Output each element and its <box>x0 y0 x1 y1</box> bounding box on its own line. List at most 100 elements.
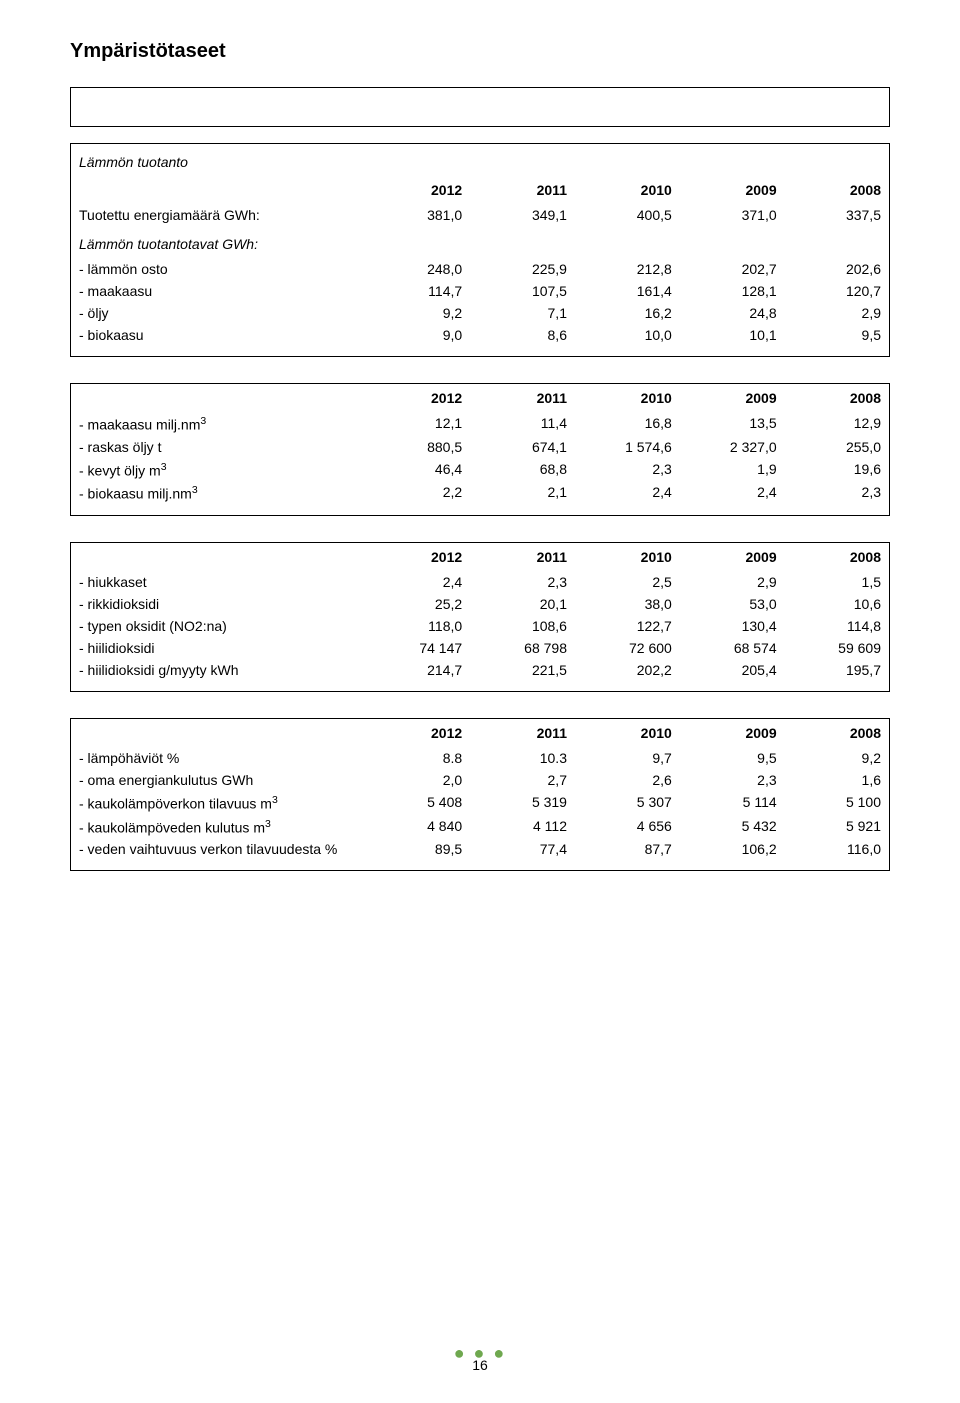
table-row: - kevyt öljy m346,468,82,31,919,6 <box>71 458 890 482</box>
cell: 212,8 <box>575 258 680 280</box>
cell: 108,6 <box>470 615 575 637</box>
cell: 59 609 <box>785 637 890 659</box>
year-header-row: 2012 2011 2010 2009 2008 <box>71 384 890 413</box>
section-label: Lämmön tuotantotavat GWh: <box>71 226 890 258</box>
year-col: 2012 <box>365 542 470 571</box>
cell: 68 574 <box>680 637 785 659</box>
cell: 202,2 <box>575 659 680 681</box>
cell: 114,8 <box>785 615 890 637</box>
blank-header-box <box>70 87 890 127</box>
cell: 9,5 <box>785 324 890 346</box>
year-col: 2009 <box>680 384 785 413</box>
row-label: - kaukolämpöverkon tilavuus m3 <box>71 791 366 815</box>
cell: 9,2 <box>785 747 890 769</box>
header-blank <box>71 176 366 204</box>
cell: 2,3 <box>785 481 890 505</box>
year-col: 2008 <box>785 384 890 413</box>
table-heat-production: Lämmön tuotanto 2012 2011 2010 2009 2008… <box>70 143 890 357</box>
cell: 5 921 <box>785 815 890 839</box>
year-col: 2012 <box>365 176 470 204</box>
cell: 381,0 <box>365 204 470 226</box>
row-label: - hiukkaset <box>71 571 366 593</box>
cell: 10.3 <box>470 747 575 769</box>
table-row: - hiukkaset2,42,32,52,91,5 <box>71 571 890 593</box>
row-label: - hiilidioksidi g/myyty kWh <box>71 659 366 681</box>
cell: 38,0 <box>575 593 680 615</box>
table-row: - öljy9,27,116,224,82,9 <box>71 302 890 324</box>
cell: 16,2 <box>575 302 680 324</box>
cell: 880,5 <box>365 436 470 458</box>
cell: 2,5 <box>575 571 680 593</box>
cell: 114,7 <box>365 280 470 302</box>
row-label: - rikkidioksidi <box>71 593 366 615</box>
cell: 8,6 <box>470 324 575 346</box>
table-emissions: 2012 2011 2010 2009 2008 - hiukkaset2,42… <box>70 542 890 692</box>
row-label: - hiilidioksidi <box>71 637 366 659</box>
table-row: - veden vaihtuvuus verkon tilavuudesta %… <box>71 838 890 860</box>
header-blank <box>71 384 366 413</box>
cell: 19,6 <box>785 458 890 482</box>
cell: 221,5 <box>470 659 575 681</box>
section-label: Lämmön tuotanto <box>71 144 890 177</box>
page-footer: ● ● ● 16 <box>0 1349 960 1373</box>
table-row: - maakaasu114,7107,5161,4128,1120,7 <box>71 280 890 302</box>
year-col: 2008 <box>785 176 890 204</box>
cell: 2 327,0 <box>680 436 785 458</box>
page: Ympäristötaseet Lämmön tuotanto 2012 201… <box>0 0 960 1403</box>
year-col: 2008 <box>785 542 890 571</box>
table-row: - typen oksidit (NO2:na)118,0108,6122,71… <box>71 615 890 637</box>
year-col: 2012 <box>365 384 470 413</box>
cell: 7,1 <box>470 302 575 324</box>
cell: 248,0 <box>365 258 470 280</box>
row-label: - typen oksidit (NO2:na) <box>71 615 366 637</box>
cell: 72 600 <box>575 637 680 659</box>
row-label: - lämpöhäviöt % <box>71 747 366 769</box>
table-row: - lämpöhäviöt %8.810.39,79,59,2 <box>71 747 890 769</box>
table-row: - kaukolämpöverkon tilavuus m35 4085 319… <box>71 791 890 815</box>
table-row: - hiilidioksidi g/myyty kWh214,7221,5202… <box>71 659 890 681</box>
year-col: 2011 <box>470 384 575 413</box>
cell: 202,7 <box>680 258 785 280</box>
cell: 2,6 <box>575 769 680 791</box>
cell: 1,6 <box>785 769 890 791</box>
table-row: - rikkidioksidi25,220,138,053,010,6 <box>71 593 890 615</box>
year-col: 2009 <box>680 176 785 204</box>
row-label: - öljy <box>71 302 366 324</box>
cell: 202,6 <box>785 258 890 280</box>
cell: 9,2 <box>365 302 470 324</box>
year-col: 2011 <box>470 718 575 747</box>
cell: 205,4 <box>680 659 785 681</box>
year-col: 2010 <box>575 718 680 747</box>
year-col: 2008 <box>785 718 890 747</box>
row-label: - maakaasu <box>71 280 366 302</box>
table-row: - biokaasu9,08,610,010,19,5 <box>71 324 890 346</box>
header-blank <box>71 542 366 571</box>
cell: 5 100 <box>785 791 890 815</box>
table-row: - oma energiankulutus GWh2,02,72,62,31,6 <box>71 769 890 791</box>
cell: 130,4 <box>680 615 785 637</box>
row-label: - kevyt öljy m3 <box>71 458 366 482</box>
table-row: - hiilidioksidi74 14768 79872 60068 5745… <box>71 637 890 659</box>
year-col: 2010 <box>575 542 680 571</box>
cell: 46,4 <box>365 458 470 482</box>
cell: 13,5 <box>680 412 785 436</box>
cell: 128,1 <box>680 280 785 302</box>
cell: 161,4 <box>575 280 680 302</box>
cell: 5 408 <box>365 791 470 815</box>
cell: 87,7 <box>575 838 680 860</box>
table-row: - maakaasu milj.nm312,111,416,813,512,9 <box>71 412 890 436</box>
cell: 11,4 <box>470 412 575 436</box>
cell: 10,6 <box>785 593 890 615</box>
cell: 2,7 <box>470 769 575 791</box>
cell: 12,1 <box>365 412 470 436</box>
table-row: - lämmön osto248,0225,9212,8202,7202,6 <box>71 258 890 280</box>
cell: 5 114 <box>680 791 785 815</box>
row-label: - maakaasu milj.nm3 <box>71 412 366 436</box>
cell: 74 147 <box>365 637 470 659</box>
table-row: - raskas öljy t880,5674,11 574,62 327,02… <box>71 436 890 458</box>
footer-dots: ● ● ● <box>0 1349 960 1357</box>
cell: 2,3 <box>470 571 575 593</box>
cell: 89,5 <box>365 838 470 860</box>
cell: 24,8 <box>680 302 785 324</box>
row-label: - lämmön osto <box>71 258 366 280</box>
